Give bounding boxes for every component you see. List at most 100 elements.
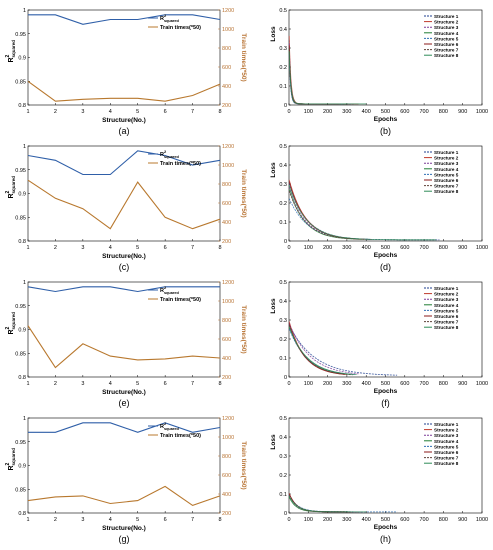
x-tick-label: 400 bbox=[362, 381, 371, 387]
series-r2-line bbox=[27, 286, 220, 293]
y2-tick-label: 600 bbox=[222, 65, 231, 71]
x-tick-label: 600 bbox=[400, 381, 409, 387]
y-tick-label: 1 bbox=[23, 8, 26, 14]
y-tick-label: 1 bbox=[23, 144, 26, 150]
legend-label-r2: R bbox=[160, 424, 164, 430]
legend-label-structure-3: Structure 3 bbox=[434, 161, 459, 166]
series-train-times-line bbox=[27, 485, 221, 507]
y-tick-label: 0.5 bbox=[279, 280, 287, 286]
y-tick-label: 0.2 bbox=[279, 65, 287, 71]
y-label-sub: squared bbox=[11, 40, 16, 58]
y-tick-label: 0.8 bbox=[18, 375, 26, 381]
x-tick-label: 400 bbox=[362, 517, 371, 523]
x-tick-label: 900 bbox=[458, 381, 467, 387]
legend-label-structure-7: Structure 7 bbox=[434, 456, 459, 461]
legend-label-structure-4: Structure 4 bbox=[434, 439, 459, 444]
y-tick-label: 0.8 bbox=[18, 103, 26, 109]
y-axis-label: Loss bbox=[270, 434, 277, 450]
x-tick-label: 7 bbox=[191, 381, 194, 387]
y-tick-label: 0.5 bbox=[279, 416, 287, 422]
series-train-times-line bbox=[27, 80, 221, 102]
x-tick-label: 1000 bbox=[476, 109, 488, 115]
legend-label-r2: R bbox=[160, 288, 164, 294]
x-tick-label: 400 bbox=[362, 109, 371, 115]
x-axis-label: Epochs bbox=[374, 388, 398, 395]
series-r2-line bbox=[27, 150, 221, 176]
panel-label: (d) bbox=[380, 262, 391, 272]
y-tick-label: 0.9 bbox=[18, 328, 26, 334]
y-tick-label: 0.3 bbox=[279, 454, 287, 460]
x-tick-label: 7 bbox=[191, 109, 194, 115]
legend-label-structure-1: Structure 1 bbox=[434, 422, 459, 427]
x-tick-label: 2 bbox=[54, 517, 57, 523]
x-tick-label: 700 bbox=[420, 109, 429, 115]
x-tick-label: 300 bbox=[342, 109, 351, 115]
legend-label-structure-5: Structure 5 bbox=[434, 172, 459, 177]
y-tick-label: 0.4 bbox=[279, 163, 287, 169]
x-tick-label: 7 bbox=[191, 517, 194, 523]
y-tick-label: 0.5 bbox=[279, 144, 287, 150]
legend-label-r2-sup: 2 bbox=[164, 13, 167, 18]
legend-label-structure-1: Structure 1 bbox=[434, 14, 459, 19]
x-tick-label: 500 bbox=[381, 109, 390, 115]
y-tick-label: 0.85 bbox=[15, 215, 26, 221]
x-tick-label: 300 bbox=[342, 245, 351, 251]
y-tick-label: 0.85 bbox=[15, 79, 26, 85]
y-axis-label: R2 squared bbox=[5, 176, 16, 199]
x-tick-label: 200 bbox=[323, 109, 332, 115]
x-tick-label: 1 bbox=[26, 245, 29, 251]
y-tick-label: 1 bbox=[23, 280, 26, 286]
x-tick-label: 500 bbox=[381, 517, 390, 523]
x-tick-label: 0 bbox=[287, 517, 290, 523]
y-tick-label: 0.95 bbox=[15, 32, 26, 38]
x-tick-label: 3 bbox=[81, 109, 84, 115]
x-tick-label: 8 bbox=[218, 381, 221, 387]
y2-tick-label: 1000 bbox=[222, 27, 234, 33]
y-tick-label: 0 bbox=[284, 511, 287, 517]
legend-label-structure-5: Structure 5 bbox=[434, 36, 459, 41]
y-label-sub: squared bbox=[11, 312, 16, 330]
y-tick-label: 0.5 bbox=[279, 8, 287, 14]
y2-tick-label: 400 bbox=[222, 356, 231, 362]
loss-curve-structure-8 bbox=[288, 495, 367, 513]
x-axis-label: Structure(No.) bbox=[102, 389, 146, 396]
x-tick-label: 600 bbox=[400, 517, 409, 523]
loss-curve-structure-7 bbox=[288, 190, 357, 240]
y2-tick-label: 1200 bbox=[222, 8, 234, 14]
x-axis-label: Epochs bbox=[374, 524, 398, 531]
legend-label-r2-sub: squared bbox=[164, 291, 179, 295]
legend-label-structure-6: Structure 6 bbox=[434, 450, 459, 455]
x-tick-label: 500 bbox=[381, 245, 390, 251]
y2-tick-label: 1200 bbox=[222, 416, 234, 422]
legend-label-train: Train times(*50) bbox=[160, 297, 201, 303]
y-tick-label: 0 bbox=[284, 239, 287, 245]
legend-label-structure-8: Structure 8 bbox=[434, 461, 459, 466]
legend-label-structure-6: Structure 6 bbox=[434, 42, 459, 47]
x-tick-label: 800 bbox=[439, 381, 448, 387]
y-label-sup: 2 bbox=[5, 463, 11, 466]
loss-curve-structure-3 bbox=[288, 322, 359, 375]
loss-curve-structure-8 bbox=[288, 185, 436, 241]
y2-tick-label: 800 bbox=[222, 46, 231, 52]
y-tick-label: 0 bbox=[284, 375, 287, 381]
y-tick-label: 0.1 bbox=[279, 84, 287, 90]
y-tick-label: 0.95 bbox=[15, 304, 26, 310]
plot-frame bbox=[27, 145, 221, 242]
legend-label-structure-8: Structure 8 bbox=[434, 53, 459, 58]
y-axis-label: Loss bbox=[270, 162, 277, 178]
y2-tick-label: 400 bbox=[222, 492, 231, 498]
x-tick-label: 6 bbox=[164, 109, 167, 115]
legend-label-structure-7: Structure 7 bbox=[434, 48, 459, 53]
plot-frame bbox=[288, 417, 483, 514]
y-label-r: R bbox=[8, 329, 15, 334]
y-tick-label: 0.4 bbox=[279, 27, 287, 33]
legend-label-r2: R bbox=[160, 16, 164, 22]
x-tick-label: 3 bbox=[81, 381, 84, 387]
y-tick-label: 0.2 bbox=[279, 337, 287, 343]
y-tick-label: 0.8 bbox=[18, 511, 26, 517]
x-tick-label: 6 bbox=[164, 245, 167, 251]
y2-tick-label: 200 bbox=[222, 375, 231, 381]
legend-label-train: Train times(*50) bbox=[160, 25, 201, 31]
loss-curve-structure-8 bbox=[288, 326, 357, 375]
